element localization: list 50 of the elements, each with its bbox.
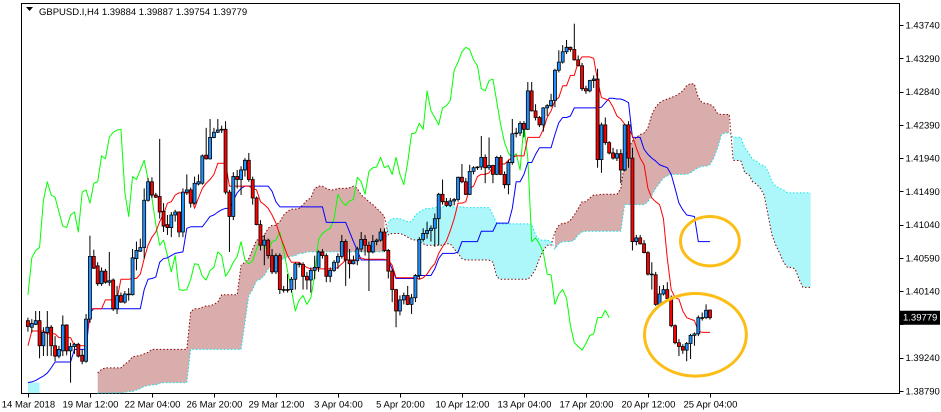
y-tick-label: 1.40140 [906, 286, 940, 298]
y-tick-label: 1.41040 [906, 220, 940, 232]
candlestick [479, 135, 484, 170]
candlestick [301, 262, 305, 290]
candlestick [208, 118, 212, 160]
candlestick [192, 176, 196, 206]
y-tick-label: 1.43740 [906, 20, 940, 32]
candlestick [324, 252, 328, 283]
y-tick-label: 1.41490 [906, 186, 940, 198]
candlestick [26, 317, 30, 332]
x-tick-label: 22 Mar 04:00 [124, 400, 180, 410]
x-tick-label: 13 Apr 04:00 [497, 400, 552, 410]
y-tick-label: 1.42840 [906, 87, 940, 98]
candlestick [100, 266, 104, 286]
y-tick-label: 1.38790 [906, 386, 940, 398]
candlestick [344, 238, 348, 286]
x-tick-label: 3 Apr 04:00 [314, 400, 363, 410]
candlestick [541, 106, 546, 132]
y-tick-label: 1.39240 [906, 353, 940, 364]
candlestick [588, 79, 592, 93]
y-tick-label: 1.41940 [906, 154, 940, 165]
y-tick-label: 1.43290 [906, 54, 940, 65]
candlestick [150, 176, 154, 198]
candlestick [122, 290, 127, 304]
x-tick-label: 14 Mar 2018 [2, 400, 56, 410]
chart-title: GBPUSD.I,H4 1.39884 1.39887 1.39754 1.39779 [39, 7, 248, 18]
x-tick-label: 26 Mar 20:00 [186, 400, 242, 410]
y-tick-label: 1.42390 [906, 120, 940, 132]
y-tick-label: 1.40590 [906, 253, 940, 264]
x-tick-label: 20 Apr 12:00 [621, 400, 676, 410]
x-tick-label: 19 Mar 12:00 [62, 400, 118, 410]
candlestick [425, 221, 429, 240]
line-series [27, 98, 710, 384]
text: 1.39779 [903, 312, 938, 324]
x-tick-label: 17 Apr 20:00 [559, 400, 614, 410]
x-tick-label: 10 Apr 12:00 [435, 400, 490, 410]
x-tick-label: 29 Mar 12:00 [248, 400, 304, 410]
candlestick [688, 333, 692, 360]
candlestick [45, 310, 50, 357]
candlestick [169, 212, 174, 238]
line-series [97, 83, 812, 374]
x-tick-label: 25 Apr 04:00 [683, 400, 738, 410]
line-series [27, 46, 610, 351]
candlestick [286, 274, 290, 294]
x-tick-label: 5 Apr 20:00 [376, 400, 425, 410]
candlestick [518, 120, 522, 136]
candlestick [494, 155, 499, 176]
candlestick [468, 164, 472, 196]
candlestick [293, 262, 298, 290]
candlestick [704, 304, 708, 320]
